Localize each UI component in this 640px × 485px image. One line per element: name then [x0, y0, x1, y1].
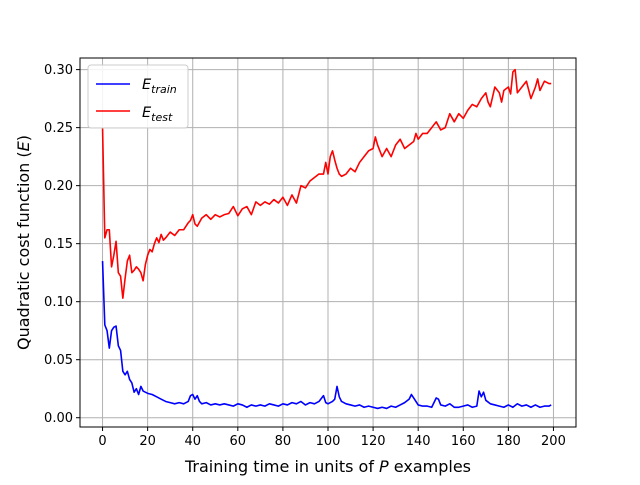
y-tick-label: 0.20	[44, 179, 73, 194]
x-tick-label: 40	[184, 434, 201, 449]
x-tick-label: 100	[316, 434, 341, 449]
x-tick-label: 120	[361, 434, 386, 449]
legend-label-train-sub: train	[151, 83, 177, 96]
x-axis-label-suffix: examples	[389, 457, 471, 476]
y-tick-label: 0.05	[44, 353, 73, 368]
x-tick-label: 80	[275, 434, 292, 449]
legend: Etrain Etest	[87, 64, 189, 129]
legend-box	[87, 64, 189, 129]
y-tick-label: 0.10	[44, 295, 73, 310]
series-line-train	[101, 261, 552, 410]
y-axis-label: Quadratic cost function (E)	[14, 135, 33, 350]
series-layer	[101, 68, 552, 410]
legend-label-train: Etrain	[142, 77, 177, 96]
x-axis-label-prefix: Training time in units of	[184, 457, 379, 476]
y-tick-label: 0.00	[44, 411, 73, 426]
x-tick-label: 60	[230, 434, 247, 449]
x-tick-label: 20	[139, 434, 156, 449]
grid	[80, 58, 576, 427]
series-line-test	[101, 68, 552, 299]
y-axis-label-prefix: Quadratic cost function (	[14, 151, 33, 350]
x-axis-label: Training time in units of P examples	[184, 457, 471, 476]
legend-label-test-main: E	[142, 105, 152, 121]
legend-label-test: Etest	[142, 105, 173, 124]
y-axis-label-suffix: )	[14, 135, 33, 141]
y-axis-label-var: E	[14, 140, 33, 151]
legend-label-test-sub: test	[151, 111, 173, 124]
y-tick-label: 0.30	[44, 63, 73, 78]
y-tick-label: 0.15	[44, 237, 73, 252]
x-tick-label: 180	[496, 434, 521, 449]
x-tick-label: 160	[451, 434, 476, 449]
x-tick-label: 200	[541, 434, 566, 449]
ticks: 0 20 40 60 80 100 120 140 160 180 200 0.00 0.05 0.10 0…	[44, 63, 566, 449]
x-axis-label-var: P	[379, 457, 389, 476]
legend-label-train-main: E	[142, 77, 152, 93]
y-tick-label: 0.25	[44, 121, 73, 136]
x-tick-label: 0	[98, 434, 106, 449]
x-tick-label: 140	[406, 434, 431, 449]
